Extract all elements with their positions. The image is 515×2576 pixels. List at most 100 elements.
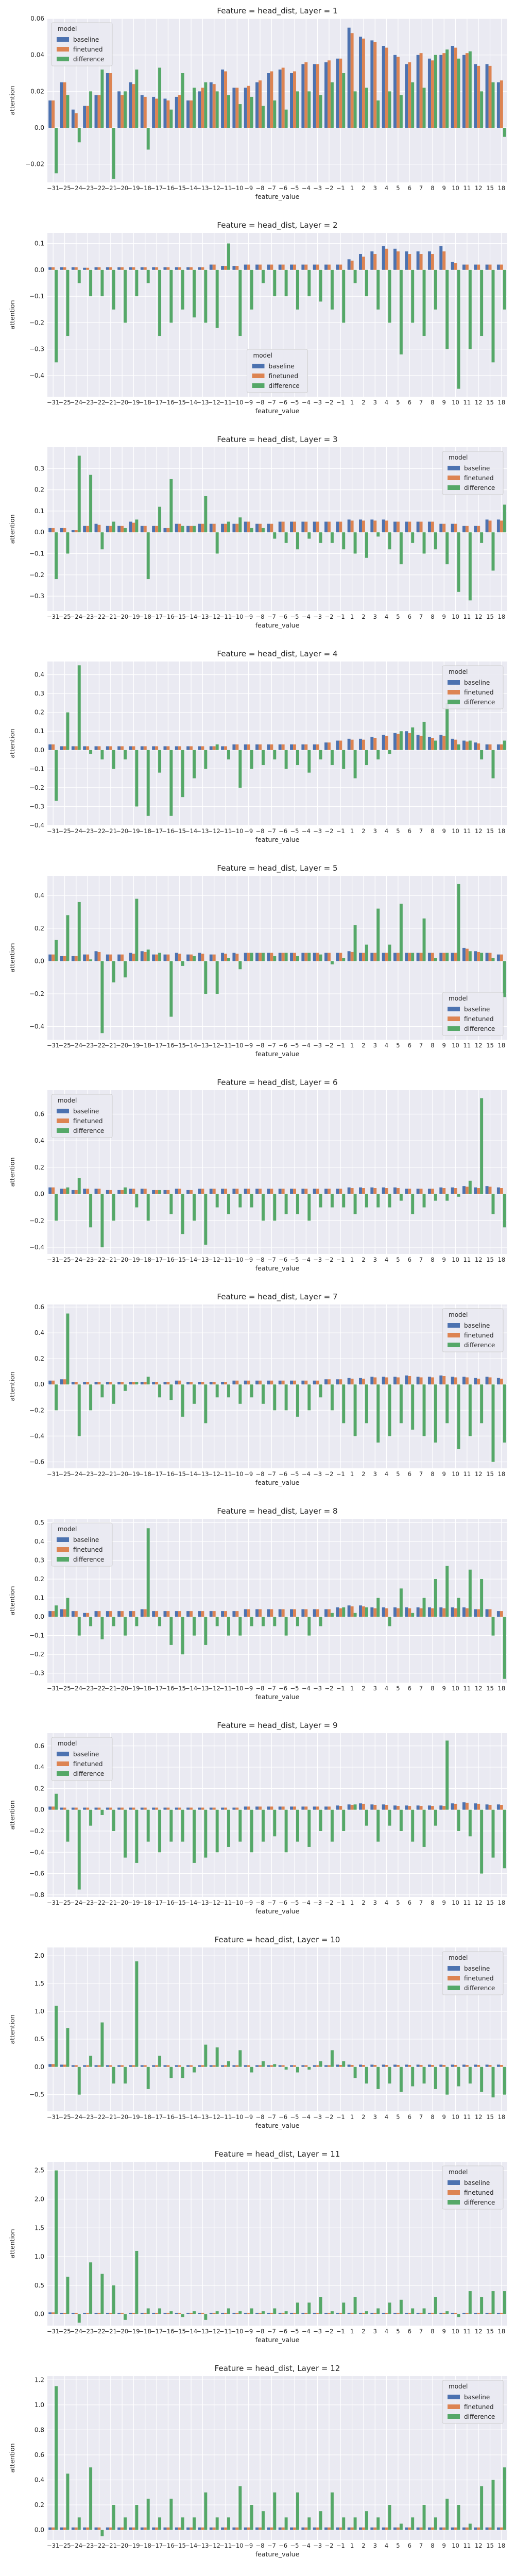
bar-finetuned: [431, 2064, 434, 2067]
bar-baseline: [485, 1804, 489, 1810]
bar-finetuned: [431, 1608, 434, 1617]
bar-finetuned: [488, 953, 492, 961]
x-tick-label: 12: [475, 184, 483, 192]
bar-finetuned: [454, 1804, 457, 1810]
x-axis-label: feature_value: [255, 2550, 300, 2558]
bar-baseline: [94, 2527, 98, 2530]
bar-finetuned: [97, 2313, 101, 2314]
bar-baseline: [48, 1187, 52, 1194]
bar-difference: [193, 269, 196, 318]
x-tick-label: −14: [185, 1256, 197, 1263]
bar-difference: [135, 1617, 139, 1626]
bar-finetuned: [442, 523, 446, 533]
bar-baseline: [290, 1806, 294, 1810]
x-tick-label: 15: [486, 1042, 494, 1049]
bar-baseline: [370, 1804, 374, 1810]
chart-panel-layer-4: −0.4−0.3−0.2−0.10.00.10.20.30.4−31−25−24…: [8, 649, 507, 843]
bar-baseline: [405, 251, 408, 270]
bar-baseline: [221, 2527, 225, 2530]
plot-background: [47, 1733, 507, 1897]
bar-finetuned: [373, 1608, 377, 1617]
bar-finetuned: [419, 953, 423, 961]
bar-baseline: [175, 746, 178, 750]
bar-baseline: [60, 956, 63, 961]
bar-baseline: [129, 1807, 132, 1810]
x-axis-label: feature_value: [255, 1264, 300, 1272]
bar-finetuned: [385, 2064, 388, 2067]
bar-difference: [468, 532, 472, 601]
chart-panel-layer-7: −0.6−0.4−0.20.00.20.40.6−31−25−24−23−22−…: [8, 1292, 507, 1486]
bar-difference: [399, 2523, 403, 2530]
legend-title: model: [58, 1740, 77, 1747]
bar-difference: [457, 58, 460, 128]
y-tick-label: 0.2: [35, 1575, 44, 1583]
bar-difference: [284, 532, 288, 543]
x-tick-label: −8: [256, 1042, 265, 1049]
x-tick-label: 7: [419, 1899, 423, 1906]
bar-baseline: [324, 521, 328, 533]
bar-baseline: [347, 1804, 351, 1810]
x-tick-label: −18: [139, 184, 151, 192]
bar-difference: [89, 1809, 93, 1826]
bar-difference: [158, 1809, 162, 1853]
x-tick-label: −11: [219, 613, 232, 620]
bar-difference: [273, 2492, 277, 2530]
x-tick-label: 3: [373, 1042, 377, 1049]
bar-baseline: [209, 82, 213, 128]
bar-difference: [169, 1194, 173, 1214]
bar-difference: [158, 2517, 162, 2530]
bar-baseline: [83, 267, 87, 270]
x-tick-label: −8: [256, 613, 265, 620]
bar-baseline: [474, 1609, 477, 1617]
y-tick-label: 0.4: [35, 1329, 44, 1336]
bar-difference: [77, 455, 81, 533]
bar-baseline: [313, 1380, 316, 1385]
x-tick-label: −18: [139, 1685, 151, 1692]
bar-finetuned: [190, 526, 193, 533]
bar-finetuned: [97, 2527, 101, 2530]
x-tick-label: −8: [256, 2328, 265, 2335]
bar-finetuned: [121, 267, 124, 270]
bar-difference: [411, 1613, 415, 1617]
bar-finetuned: [431, 1806, 434, 1810]
bar-difference: [66, 915, 70, 961]
x-tick-label: 11: [464, 1685, 471, 1692]
bar-difference: [434, 532, 437, 550]
bar-finetuned: [270, 744, 273, 750]
legend-title: model: [449, 995, 468, 1002]
bar-finetuned: [477, 526, 480, 533]
bar-baseline: [163, 528, 167, 533]
bar-baseline: [462, 2313, 466, 2314]
bar-difference: [215, 532, 219, 554]
bar-baseline: [221, 1382, 225, 1385]
bar-baseline: [48, 267, 52, 270]
bar-difference: [353, 1384, 357, 1436]
bar-finetuned: [155, 526, 159, 533]
x-tick-label: −24: [70, 399, 82, 406]
x-tick-label: −24: [70, 2113, 82, 2121]
x-tick-label: 6: [408, 184, 411, 192]
x-tick-label: 11: [464, 1470, 471, 1478]
bar-finetuned: [373, 738, 377, 750]
x-tick-label: −13: [196, 1899, 209, 1906]
bar-baseline: [382, 519, 385, 533]
x-tick-label: −20: [116, 399, 128, 406]
bar-finetuned: [350, 2527, 354, 2530]
legend-label-baseline: baseline: [464, 679, 490, 686]
bar-finetuned: [235, 1189, 239, 1194]
bar-baseline: [301, 1806, 305, 1810]
bar-baseline: [267, 744, 270, 750]
y-tick-label: 0.6: [35, 1303, 44, 1311]
x-tick-label: 9: [442, 2328, 446, 2335]
bar-baseline: [106, 954, 109, 961]
bar-baseline: [71, 109, 75, 128]
x-tick-label: −21: [105, 1470, 117, 1478]
bar-baseline: [278, 2313, 282, 2314]
bar-baseline: [60, 746, 63, 750]
bar-finetuned: [350, 739, 354, 750]
bar-baseline: [255, 2313, 259, 2314]
bar-difference: [434, 1194, 437, 1201]
bar-finetuned: [316, 64, 319, 128]
bar-finetuned: [431, 521, 434, 533]
